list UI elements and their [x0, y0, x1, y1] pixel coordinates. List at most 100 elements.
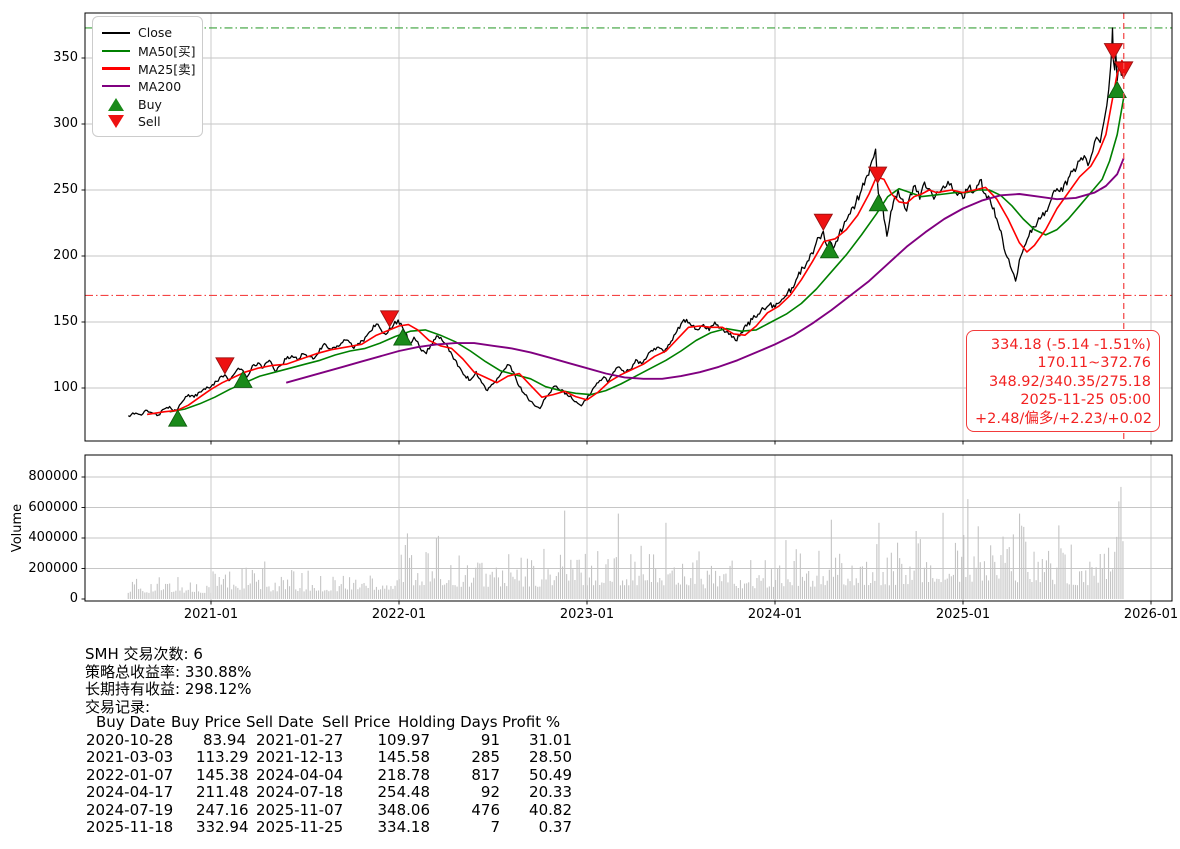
volume-bar: [770, 569, 772, 599]
volume-bar: [346, 589, 348, 599]
volume-bar: [444, 584, 446, 599]
volume-bar: [723, 574, 725, 599]
buy-marker: [1107, 80, 1127, 98]
legend-label: MA25[卖]: [138, 62, 196, 77]
volume-bar: [390, 586, 392, 599]
volume-bar: [406, 533, 408, 599]
volume-bar: [613, 558, 615, 599]
volume-bar: [1114, 551, 1116, 599]
volume-bar: [417, 573, 419, 599]
volume-bar: [580, 572, 582, 599]
legend-label: Sell: [138, 114, 161, 130]
volume-bar: [772, 586, 774, 599]
volume-bar: [222, 579, 224, 599]
volume-bar: [1064, 554, 1066, 599]
volume-bar: [307, 570, 309, 599]
volume-bar: [1023, 526, 1025, 599]
volume-bar: [380, 589, 382, 599]
volume-bar: [255, 581, 257, 599]
volume-bar: [224, 574, 226, 599]
volume-bar: [138, 589, 140, 599]
volume-bar: [175, 590, 177, 599]
col-sell-price: Sell Price: [322, 713, 391, 731]
volume-bar: [502, 570, 504, 599]
x-tick-label: 2023-01: [559, 607, 615, 622]
volume-bar: [661, 580, 663, 599]
sell-marker: [215, 357, 235, 375]
volume-bar: [793, 561, 795, 599]
trade-cell: 145.38: [196, 765, 249, 784]
price-axes-frame: [84, 12, 1173, 442]
volume-bar: [1010, 571, 1012, 599]
volume-bar: [713, 583, 715, 599]
volume-bar: [812, 580, 814, 599]
volume-bar: [210, 592, 212, 599]
volume-bar: [214, 573, 216, 599]
volume-bar: [797, 585, 799, 599]
volume-bar: [278, 586, 280, 599]
volume-bar: [944, 579, 946, 599]
volume-bar: [973, 556, 975, 599]
volume-bar: [822, 576, 824, 599]
volume-bar: [1072, 584, 1074, 599]
volume-bar: [187, 589, 189, 599]
volume-bar: [704, 588, 706, 599]
volume-bar: [611, 581, 613, 599]
volume-bar: [425, 552, 427, 599]
volume-bar: [361, 583, 363, 599]
volume-bar: [965, 577, 967, 599]
legend-item-ma200: MA200: [101, 77, 194, 95]
volume-bar: [653, 554, 655, 599]
x-tick-label: 2026-01: [1123, 607, 1179, 622]
trade-cell: 113.29: [196, 748, 249, 766]
volume-bar: [830, 519, 832, 599]
volume-bar: [510, 572, 512, 599]
volume-bar: [832, 576, 834, 599]
volume-bar: [293, 571, 295, 599]
volume-bar: [196, 584, 198, 599]
trade-cell: 2020-10-28: [86, 730, 174, 749]
volume-bar: [336, 591, 338, 599]
volume-bar: [497, 577, 499, 599]
volume-bar: [516, 569, 518, 599]
volume-bar: [1002, 536, 1004, 599]
legend-label: MA50[买]: [138, 44, 196, 60]
volume-bar: [584, 553, 586, 599]
price-tick-label: 250: [53, 182, 78, 197]
volume-bar: [1017, 582, 1019, 599]
volume-bar: [315, 590, 317, 599]
volume-bar: [715, 570, 717, 599]
x-tick-label: 2022-01: [371, 607, 427, 622]
volume-bar: [1031, 582, 1033, 599]
volume-bar: [204, 592, 206, 599]
volume-bar: [729, 565, 731, 599]
volume-bar: [504, 583, 506, 599]
volume-bar: [129, 591, 131, 599]
volume-bar: [727, 582, 729, 599]
volume-bar: [1116, 536, 1118, 599]
volume-bar: [785, 540, 787, 599]
volume-bar: [1029, 579, 1031, 599]
volume-bar: [189, 582, 191, 599]
volume-bar: [398, 579, 400, 599]
volume-bar: [1039, 582, 1041, 599]
volume-bar: [493, 577, 495, 599]
volume-bar: [679, 584, 681, 599]
volume-bar: [748, 582, 750, 599]
volume-bar: [247, 585, 249, 599]
volume-bar: [603, 582, 605, 599]
ma200-line-sample-icon: [101, 85, 131, 88]
volume-bar: [967, 499, 969, 599]
volume-bar: [646, 580, 648, 599]
volume-bar: [241, 568, 243, 599]
volume-bar: [218, 577, 220, 599]
volume-bar: [322, 591, 324, 599]
volume-bar: [899, 558, 901, 599]
volume-bar: [795, 549, 797, 599]
volume-bar: [487, 586, 489, 599]
x-tick-label: 2025-01: [935, 607, 991, 622]
volume-bar: [526, 558, 528, 599]
volume-bar: [359, 587, 361, 599]
volume-bar: [1089, 561, 1091, 599]
volume-bar: [1097, 582, 1099, 599]
